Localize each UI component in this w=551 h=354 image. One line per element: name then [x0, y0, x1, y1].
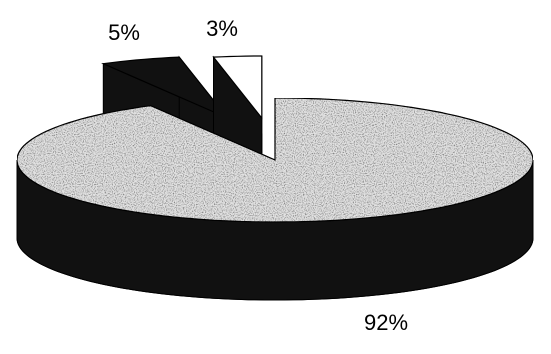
labels: 5% 3% 92% — [108, 16, 408, 335]
slice-top — [16, 97, 534, 223]
data-label: 3% — [206, 16, 238, 41]
data-label: 92% — [364, 310, 408, 335]
pie — [16, 55, 534, 301]
slice-top — [101, 56, 229, 119]
data-label: 5% — [108, 20, 140, 45]
pie-slice — [16, 97, 534, 301]
slice-top — [212, 55, 263, 120]
